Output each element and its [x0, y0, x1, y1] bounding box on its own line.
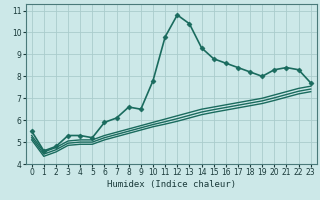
X-axis label: Humidex (Indice chaleur): Humidex (Indice chaleur) — [107, 180, 236, 189]
